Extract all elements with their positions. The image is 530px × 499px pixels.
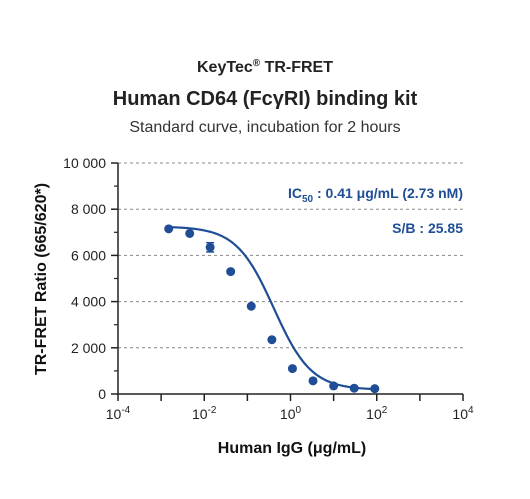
data-point bbox=[267, 335, 277, 345]
y-tick-label: 8 000 bbox=[71, 201, 106, 217]
x-axis-label: Human IgG (μg/mL) bbox=[218, 440, 366, 457]
ic50-annotation: IC50 : 0.41 μg/mL (2.73 nM) bbox=[288, 185, 463, 205]
chart-title: Human CD64 (FcγRI) binding kit bbox=[112, 88, 418, 110]
registered-mark: ® bbox=[252, 58, 261, 69]
y-tick-label: 10 000 bbox=[63, 155, 106, 171]
x-tick-label: 100 bbox=[280, 405, 302, 422]
y-tick-label: 0 bbox=[98, 386, 106, 402]
x-tick-label: 102 bbox=[366, 405, 388, 422]
chart-subtitle: Standard curve, incubation for 2 hours bbox=[129, 119, 401, 136]
x-tick-label: 104 bbox=[452, 405, 474, 422]
data-point bbox=[329, 381, 339, 391]
x-tick-label: 10-2 bbox=[192, 405, 217, 422]
data-point bbox=[370, 384, 380, 394]
y-axis-label: TR-FRET Ratio (665/620*) bbox=[33, 183, 50, 375]
data-point bbox=[349, 383, 359, 393]
fit-curve bbox=[168, 226, 375, 391]
data-point bbox=[164, 224, 174, 234]
data-point bbox=[246, 301, 256, 311]
data-points bbox=[164, 224, 380, 394]
sb-annotation: S/B : 25.85 bbox=[392, 220, 463, 236]
y-tick-label: 2 000 bbox=[71, 340, 106, 356]
x-tick-label: 10-4 bbox=[106, 405, 131, 422]
chart-brand-title: KeyTec® TR-FRET bbox=[0, 58, 530, 77]
brand-suffix: TR-FRET bbox=[264, 59, 333, 76]
data-point bbox=[308, 376, 318, 386]
y-tick-label: 4 000 bbox=[71, 294, 106, 310]
ticks: 0 2 000 4 000 6 000 8 000 10 000 10-4 10-2 100 10… bbox=[63, 155, 474, 422]
data-point bbox=[287, 364, 297, 374]
brand-name: KeyTec bbox=[197, 59, 253, 76]
y-tick-label: 6 000 bbox=[71, 247, 106, 263]
data-point bbox=[185, 228, 195, 238]
data-point bbox=[226, 267, 236, 277]
data-point bbox=[205, 242, 215, 252]
